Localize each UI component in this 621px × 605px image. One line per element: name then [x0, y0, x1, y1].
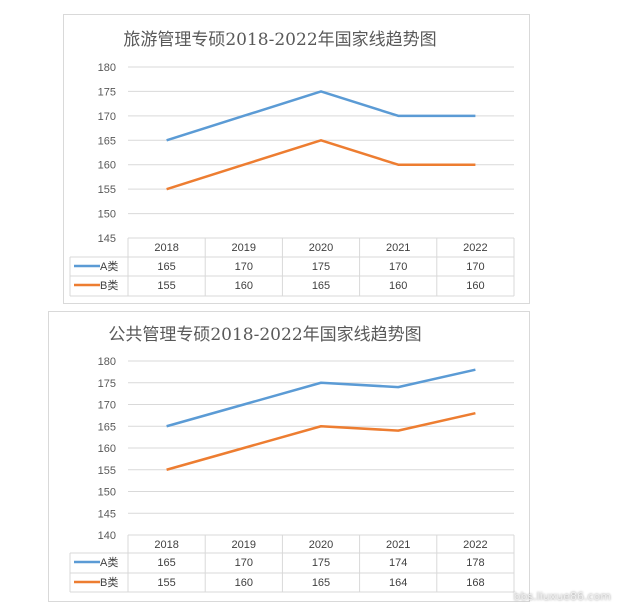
x-category-label: 2022: [463, 539, 487, 551]
y-tick-label: 150: [98, 487, 116, 499]
x-category-label: 2019: [232, 539, 256, 551]
data-table-value: 175: [312, 557, 330, 569]
series-line-b: [166, 139, 476, 191]
x-category-label: 2019: [232, 242, 256, 254]
y-tick-label: 165: [98, 135, 116, 147]
series-line-a: [166, 368, 476, 428]
y-tick-label: 165: [98, 421, 116, 433]
y-tick-label: 140: [98, 530, 116, 542]
data-table-value: 155: [157, 577, 175, 589]
data-table-value: 155: [157, 280, 175, 292]
data-table-value: 165: [157, 557, 175, 569]
x-category-label: 2020: [309, 242, 333, 254]
y-tick-label: 180: [98, 356, 116, 368]
y-tick-label: 160: [98, 160, 116, 172]
data-table-value: 165: [157, 261, 175, 273]
data-table-value: 160: [235, 280, 253, 292]
y-tick-label: 155: [98, 184, 116, 196]
series-line-b: [166, 411, 476, 471]
data-table-value: 160: [466, 280, 484, 292]
legend-label: B类: [100, 278, 118, 292]
data-table-value: 160: [235, 577, 253, 589]
data-table-value: 170: [235, 261, 253, 273]
y-tick-label: 155: [98, 465, 116, 477]
data-table-value: 170: [235, 557, 253, 569]
chart-title: 旅游管理专硕2018-2022年国家线趋势图: [123, 30, 436, 50]
data-table-value: 178: [466, 557, 484, 569]
y-tick-label: 160: [98, 443, 116, 455]
data-table-value: 165: [312, 577, 330, 589]
watermark: bbs.liuxue86.com: [513, 590, 611, 603]
y-tick-label: 170: [98, 400, 116, 412]
data-table-value: 174: [389, 557, 407, 569]
y-tick-label: 180: [98, 62, 116, 74]
data-table-value: 165: [312, 280, 330, 292]
y-tick-label: 170: [98, 111, 116, 123]
y-tick-label: 145: [98, 233, 116, 245]
chart-1-panel: [63, 14, 530, 304]
data-table-value: 164: [389, 577, 407, 589]
y-tick-label: 145: [98, 508, 116, 520]
y-tick-label: 175: [98, 378, 116, 390]
x-category-label: 2018: [154, 539, 178, 551]
data-table-value: 168: [466, 577, 484, 589]
y-tick-label: 150: [98, 209, 116, 221]
x-category-label: 2020: [309, 539, 333, 551]
series-line-a: [166, 90, 476, 142]
data-table-value: 170: [466, 261, 484, 273]
legend-label: A类: [100, 259, 118, 273]
data-table-value: 175: [312, 261, 330, 273]
legend-label: A类: [100, 555, 118, 569]
y-tick-label: 175: [98, 86, 116, 98]
x-category-label: 2021: [386, 539, 410, 551]
legend-label: B类: [100, 575, 118, 589]
x-category-label: 2018: [154, 242, 178, 254]
data-table-value: 170: [389, 261, 407, 273]
data-table-value: 160: [389, 280, 407, 292]
x-category-label: 2022: [463, 242, 487, 254]
x-category-label: 2021: [386, 242, 410, 254]
chart-title: 公共管理专硕2018-2022年国家线趋势图: [108, 325, 421, 345]
